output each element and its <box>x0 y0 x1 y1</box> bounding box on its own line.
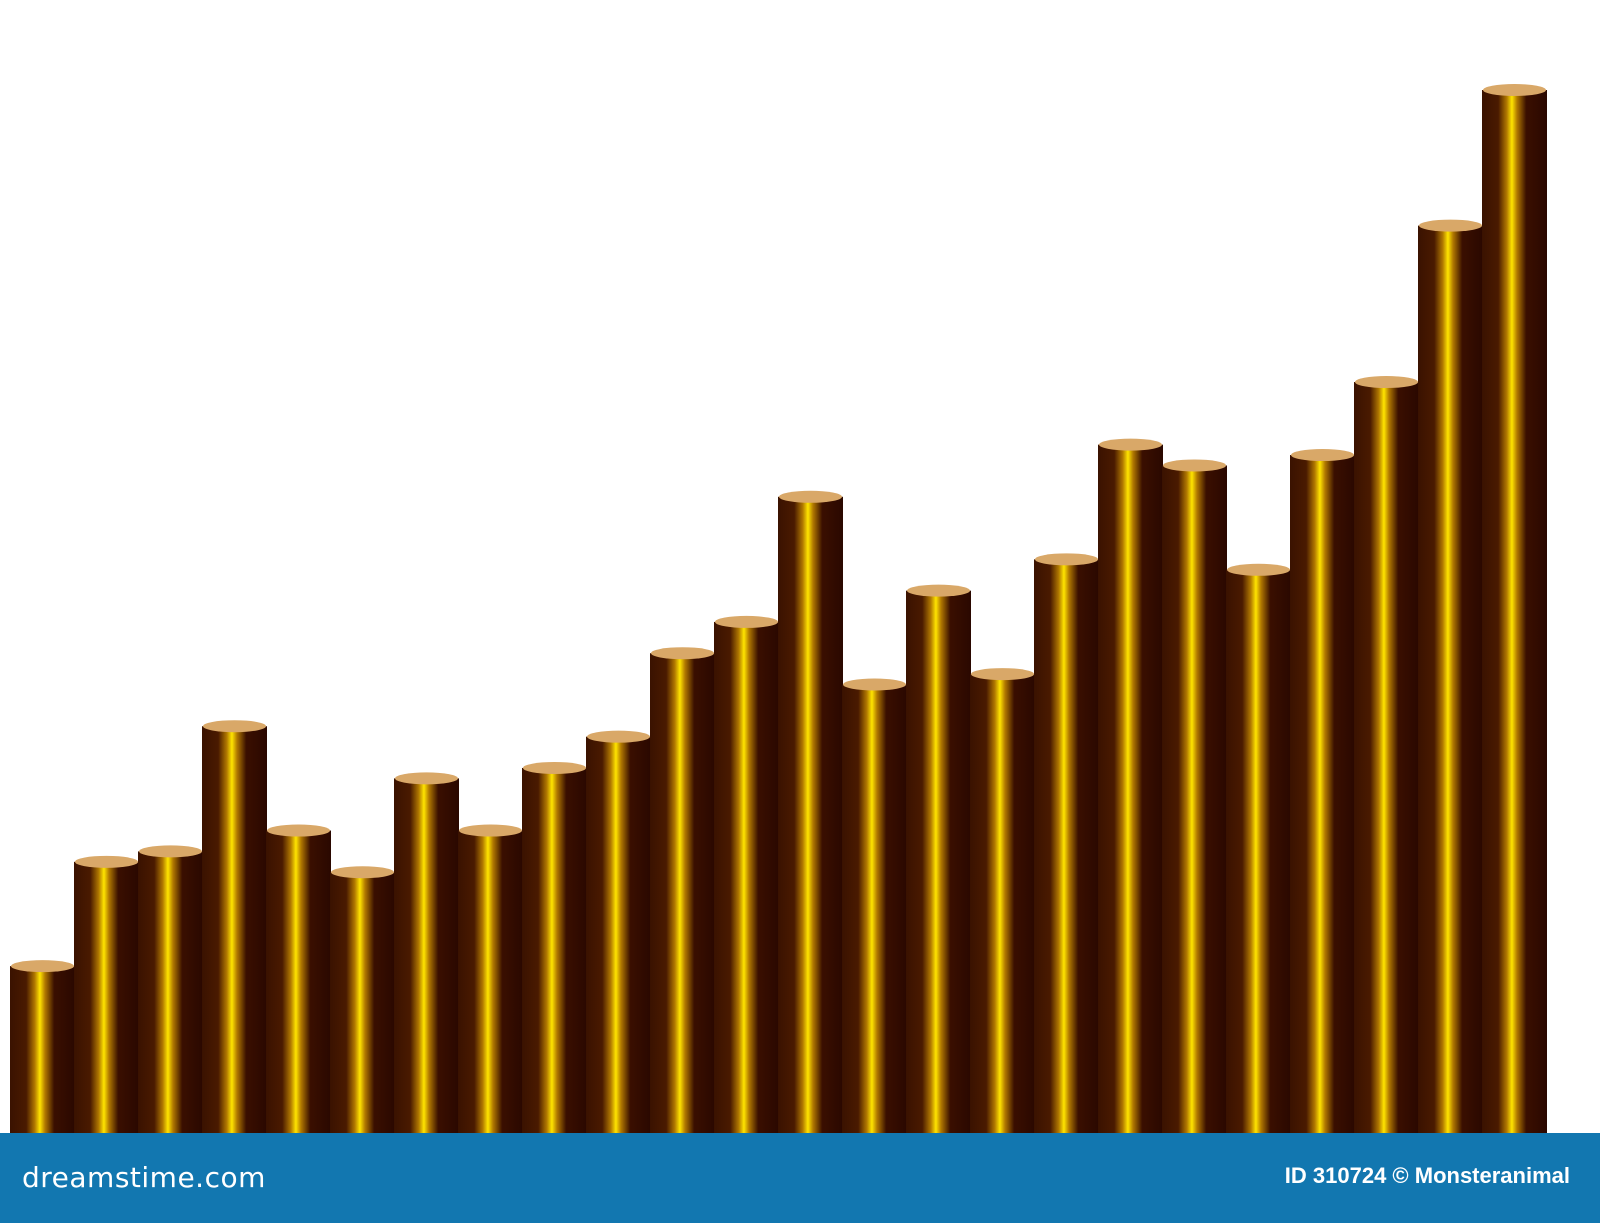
bar-body <box>394 778 459 1133</box>
bar-7 <box>394 772 459 1133</box>
bar-body <box>202 726 267 1133</box>
bar-body <box>522 767 587 1133</box>
bar-top <box>139 845 202 858</box>
bar-2 <box>74 855 139 1133</box>
bar-top <box>907 584 970 597</box>
bar-body <box>1034 559 1099 1133</box>
bar-15 <box>906 584 971 1133</box>
bar-top <box>267 824 330 837</box>
image-credit: ID 310724 © Monsteranimal <box>1284 1163 1570 1188</box>
bar-top <box>1227 563 1290 576</box>
bar-top <box>1483 84 1546 96</box>
bar-body <box>714 621 779 1133</box>
bar-top <box>203 720 266 733</box>
bar-14 <box>842 678 907 1133</box>
dreamstime-logo: dreamstime.com <box>22 1161 266 1194</box>
bar-body <box>458 830 523 1133</box>
bar-body <box>906 590 971 1133</box>
bar-24 <box>1482 84 1547 1133</box>
bar-top <box>971 668 1034 681</box>
bar-body <box>970 674 1035 1133</box>
bar-1 <box>10 960 75 1133</box>
bar-23 <box>1418 219 1483 1134</box>
bar-9 <box>522 761 587 1133</box>
bar-top <box>779 490 842 503</box>
bar-top <box>11 960 74 973</box>
bar-17 <box>1034 553 1099 1133</box>
bar-body <box>650 653 715 1133</box>
bar-top <box>459 824 522 837</box>
bar-body <box>138 851 203 1133</box>
bar-top <box>1035 553 1098 566</box>
bar-body <box>74 861 139 1133</box>
bar-top <box>395 772 458 785</box>
bar-21 <box>1290 449 1355 1133</box>
bar-body <box>266 830 331 1133</box>
bar-5 <box>266 824 331 1133</box>
bar-top <box>651 647 714 660</box>
bar-13 <box>778 490 843 1133</box>
bar-top <box>1355 376 1418 389</box>
bar-top <box>1419 219 1482 232</box>
bar-body <box>842 684 907 1133</box>
bar-18 <box>1098 438 1163 1133</box>
bar-12 <box>714 615 779 1133</box>
bar-top <box>715 615 778 628</box>
footer-bar: dreamstime.com ID 310724 © Monsteranimal <box>0 1133 1600 1223</box>
bar-19 <box>1162 459 1227 1134</box>
bar-body <box>778 496 843 1133</box>
bar-body <box>1354 382 1419 1133</box>
bar-20 <box>1226 563 1291 1133</box>
bar-3 <box>138 845 203 1133</box>
bar-top <box>1163 459 1226 472</box>
bar-top <box>587 730 650 743</box>
bar-11 <box>650 647 715 1133</box>
bar-top <box>843 678 906 691</box>
bar-4 <box>202 720 267 1133</box>
bar-body <box>330 872 395 1133</box>
bar-body <box>1482 90 1547 1133</box>
bar-body <box>10 966 75 1133</box>
bar-10 <box>586 730 651 1133</box>
bar-top <box>1291 449 1354 462</box>
bar-body <box>1418 225 1483 1134</box>
bar-body <box>1290 455 1355 1133</box>
bar-body <box>1162 465 1227 1134</box>
bar-top <box>1099 438 1162 451</box>
bar-top <box>523 761 586 774</box>
bar-8 <box>458 824 523 1133</box>
bar-body <box>586 736 651 1133</box>
bar-22 <box>1354 376 1419 1133</box>
bar-6 <box>330 866 395 1133</box>
bar-16 <box>970 668 1035 1133</box>
bar-top <box>331 866 394 879</box>
bar-body <box>1226 569 1291 1133</box>
bar-top <box>75 855 138 868</box>
bar-body <box>1098 444 1163 1133</box>
